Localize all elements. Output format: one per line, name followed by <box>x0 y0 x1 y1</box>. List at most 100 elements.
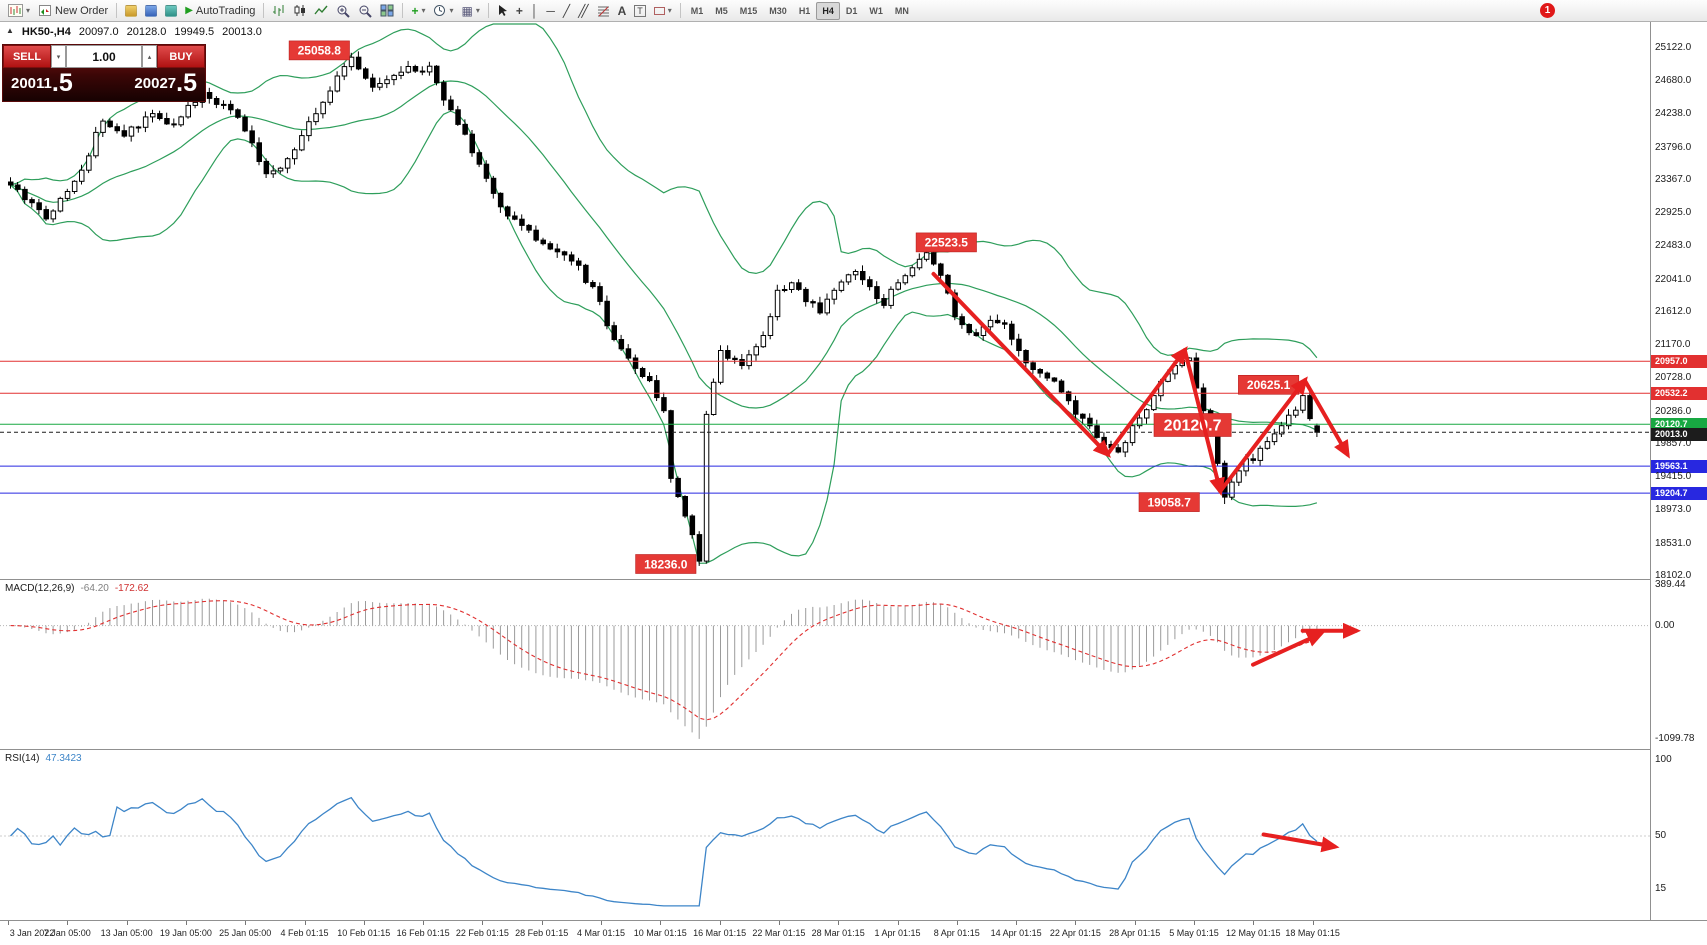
indicators-button[interactable]: + ▾ <box>407 1 429 20</box>
price-callout-22523.5: 22523.5 <box>915 232 977 253</box>
timeframe-h4[interactable]: H4 <box>816 1 840 20</box>
buy-button[interactable]: BUY <box>157 45 205 68</box>
line-chart-button[interactable] <box>310 1 332 20</box>
text-tool-button[interactable]: A <box>614 1 631 20</box>
channel-tool-button[interactable]: ╱╱ <box>574 1 592 20</box>
timeframe-m1[interactable]: M1 <box>690 5 704 16</box>
chevron-down-icon: ▾ <box>421 6 426 15</box>
bar-chart-button[interactable] <box>268 1 289 20</box>
price-callout-20625.1: 20625.1 <box>1238 374 1300 395</box>
time-label: 14 Apr 01:15 <box>990 928 1042 938</box>
trendline-tool-button[interactable]: ╱ <box>559 1 574 20</box>
collapse-panel-icon[interactable]: ▲ <box>6 26 14 35</box>
timeframe-m30[interactable]: M30 <box>769 5 787 16</box>
new-chart-button[interactable]: ▾ <box>4 1 34 20</box>
tile-windows-button[interactable] <box>376 1 398 20</box>
trend-arrow[interactable] <box>1182 348 1225 497</box>
svg-text:19058.7: 19058.7 <box>1148 496 1192 510</box>
timeframe-h1[interactable]: H1 <box>798 5 811 16</box>
shapes-tool-button[interactable]: ▾ <box>650 1 676 20</box>
zoom-in-button[interactable] <box>332 1 354 20</box>
crosshair-tool-button[interactable]: + <box>512 1 527 20</box>
ask-price-main: 20027 <box>134 75 177 92</box>
timeframe-d1[interactable]: D1 <box>845 5 858 16</box>
time-label: 28 Feb 01:15 <box>515 928 569 938</box>
timeframe-w1[interactable]: W1 <box>869 5 883 16</box>
price-axis-label: 21612.0 <box>1655 306 1692 317</box>
trend-arrow[interactable] <box>1261 832 1340 853</box>
time-axis[interactable]: 3 Jan 2022 7 Jan 05:00 13 Jan 05:00 19 Jan … <box>0 920 1707 945</box>
trend-arrow[interactable] <box>1105 346 1188 457</box>
bid-price: 20011 .5 <box>11 71 73 96</box>
fibonacci-tool-button[interactable] <box>593 1 614 20</box>
price-tag-20120.7: 20120.7 <box>1651 417 1707 431</box>
toolbar-separator <box>402 3 404 18</box>
timeframe-m15[interactable]: M15 <box>739 5 758 16</box>
rsi-label: RSI(14) 47.3423 <box>5 753 82 764</box>
cursor-tool-button[interactable] <box>493 1 512 20</box>
macd-indicator-pane[interactable] <box>0 580 1650 750</box>
vertical-line-icon: │ <box>530 3 539 18</box>
macd-signal-line <box>10 600 1318 721</box>
time-tick <box>660 921 662 925</box>
timeframe-mn[interactable]: MN <box>894 5 909 16</box>
zoom-in-icon <box>337 5 351 18</box>
market-watch-button[interactable] <box>121 1 141 20</box>
periods-button[interactable]: ▾ <box>429 1 457 20</box>
new-order-button[interactable]: New Order <box>34 1 112 20</box>
trend-arrow[interactable] <box>1218 376 1308 494</box>
time-label: 22 Apr 01:15 <box>1049 928 1101 938</box>
price-axis-label: 20286.0 <box>1655 405 1692 417</box>
autotrading-button[interactable]: ▶ AutoTrading <box>181 1 259 20</box>
chart-area: 25058.8 22523.5 20625.1 20120.7 19058.7 18236… <box>0 22 1707 945</box>
templates-icon: ▦ <box>461 3 473 18</box>
horizontal-line-tool-button[interactable]: ─ <box>542 1 559 20</box>
templates-button[interactable]: ▦ ▾ <box>457 1 483 20</box>
price-axis[interactable]: 20957.0 20532.2 20120.7 20013.0 19563.1 19204… <box>1650 22 1707 920</box>
time-tick <box>1134 921 1136 925</box>
zoom-out-button[interactable] <box>354 1 376 20</box>
new-order-icon <box>39 5 52 16</box>
trend-arrow[interactable] <box>1302 378 1350 459</box>
candlestick-chart-button[interactable] <box>289 1 310 20</box>
volume-decrease-button[interactable]: ▾ <box>51 45 66 68</box>
rsi-axis-label: 15 <box>1655 883 1667 895</box>
time-label: 25 Jan 05:00 <box>219 928 272 938</box>
price-axis-label: 21170.0 <box>1655 339 1691 351</box>
price-axis-label: 19857.0 <box>1655 438 1692 449</box>
macd-label: MACD(12,26,9) -64.20 -172.62 <box>5 583 149 594</box>
ohlc-high: 20128.0 <box>126 26 167 38</box>
trend-arrow[interactable] <box>931 271 1111 458</box>
volume-increase-button[interactable]: ▴ <box>142 45 157 68</box>
volume-input[interactable]: 1.00 <box>66 45 142 68</box>
price-axis-label: 25122.0 <box>1655 42 1692 53</box>
symbol-ohlc-bar: ▲ HK50-,H4 20097.0 20128.0 19949.5 20013… <box>6 26 262 38</box>
vertical-line-tool-button[interactable]: │ <box>527 1 543 20</box>
macd-name: MACD(12,26,9) <box>5 583 75 594</box>
pane-separator[interactable] <box>0 579 1707 580</box>
toolbar-separator <box>116 3 118 18</box>
rsi-indicator-pane[interactable] <box>0 750 1650 920</box>
candlestick-chart-icon <box>294 5 306 16</box>
price-chart-pane[interactable]: 25058.8 22523.5 20625.1 20120.7 19058.7 18236… <box>0 22 1650 580</box>
data-window-button[interactable] <box>141 1 161 20</box>
price-tag-19563.1: 19563.1 <box>1651 459 1707 473</box>
new-order-label: New Order <box>55 4 109 17</box>
bollinger-upper-band <box>10 23 1318 359</box>
time-tick <box>8 921 9 925</box>
label-tool-button[interactable]: T <box>630 1 650 20</box>
notification-badge[interactable]: 1 <box>1540 3 1555 18</box>
price-axis-label: 22483.0 <box>1655 240 1692 252</box>
rsi-axis-label: 50 <box>1655 830 1667 841</box>
trend-arrow[interactable] <box>1251 631 1326 667</box>
sell-button[interactable]: SELL <box>3 45 51 68</box>
pane-separator[interactable] <box>0 749 1707 750</box>
time-tick <box>719 921 721 925</box>
time-label: 8 Apr 01:15 <box>933 928 980 938</box>
time-label: 22 Feb 01:15 <box>455 928 509 938</box>
price-axis-label: 18102.0 <box>1655 570 1692 581</box>
navigator-button[interactable] <box>161 1 181 20</box>
time-tick <box>1312 921 1314 925</box>
timeframe-m5[interactable]: M5 <box>715 5 728 16</box>
symbol-name: HK50-,H4 <box>21 26 71 38</box>
